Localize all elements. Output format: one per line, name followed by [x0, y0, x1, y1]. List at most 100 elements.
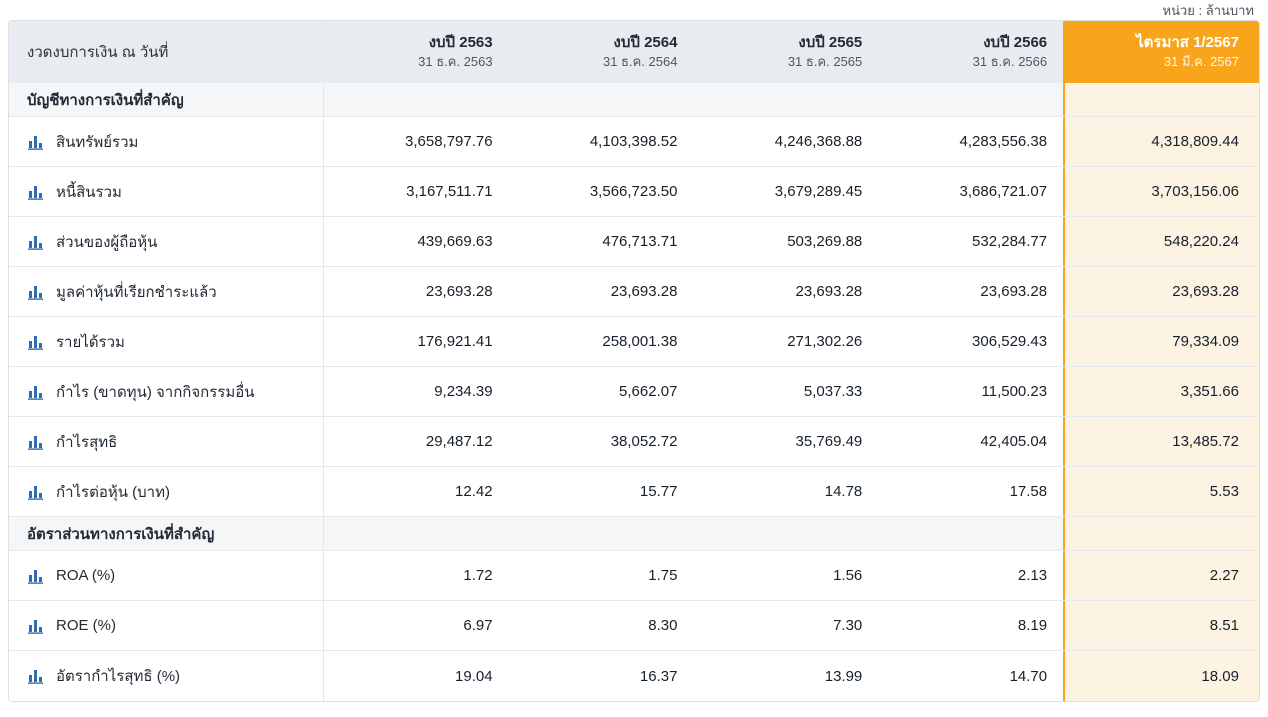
- value-cell-highlight: 13,485.72: [1063, 417, 1259, 466]
- value-cell: 23,693.28: [425, 283, 493, 300]
- bar-chart-icon[interactable]: [27, 433, 44, 450]
- bar-chart-icon[interactable]: [27, 233, 44, 250]
- table-row-profit-other-activities: กำไร (ขาดทุน) จากกิจกรรมอื่น 9,234.39 5,…: [9, 367, 1259, 417]
- bar-chart-icon[interactable]: [27, 133, 44, 150]
- value-cell-highlight: 548,220.24: [1063, 217, 1259, 266]
- value-cell: 1.72: [463, 567, 493, 584]
- section-fill: [324, 517, 1063, 550]
- unit-label: หน่วย : ล้านบาท: [1162, 3, 1254, 18]
- value-cell-highlight: 8.51: [1063, 601, 1259, 650]
- table-row-eps: กำไรต่อหุ้น (บาท) 12.42 15.77 14.78 17.5…: [9, 467, 1259, 517]
- row-label-cell: สินทรัพย์รวม: [9, 117, 324, 166]
- value-cell: 17.58: [1009, 483, 1048, 500]
- value-cell: 3,686,721.07: [959, 183, 1048, 200]
- header-col-fy2565: งบปี 2565 31 ธ.ค. 2565: [693, 21, 878, 83]
- header-col-title: งบปี 2564: [613, 34, 678, 52]
- value-cell: 258,001.38: [602, 333, 678, 350]
- value-cell: 29,487.12: [425, 433, 493, 450]
- bar-chart-icon[interactable]: [27, 383, 44, 400]
- value-cell: 5,037.33: [803, 383, 863, 400]
- table-row-roa: ROA (%) 1.72 1.75 1.56 2.13 2.27: [9, 551, 1259, 601]
- row-label-cell: กำไรต่อหุ้น (บาท): [9, 467, 324, 516]
- table-row-paid-up-capital: มูลค่าหุ้นที่เรียกชำระแล้ว 23,693.28 23,…: [9, 267, 1259, 317]
- section-fill: [324, 83, 1063, 116]
- bar-chart-icon[interactable]: [27, 483, 44, 500]
- value-cell: 3,167,511.71: [406, 183, 493, 200]
- value-cell: 16.37: [639, 667, 678, 685]
- row-label-cell: มูลค่าหุ้นที่เรียกชำระแล้ว: [9, 267, 324, 316]
- value-cell-highlight: 3,351.66: [1063, 367, 1259, 416]
- value-cell: 503,269.88: [787, 233, 863, 250]
- value-cell: 5,662.07: [619, 383, 678, 400]
- header-col-fy2566: งบปี 2566 31 ธ.ค. 2566: [878, 21, 1063, 83]
- value-cell: 271,302.26: [787, 333, 863, 350]
- row-label-cell: อัตรากำไรสุทธิ (%): [9, 651, 324, 701]
- value-cell-highlight: 3,703,156.06: [1063, 167, 1259, 216]
- value-cell: 23,693.28: [610, 283, 678, 300]
- section-header-row: อัตราส่วนทางการเงินที่สำคัญ: [9, 517, 1259, 551]
- row-label-cell: หนี้สินรวม: [9, 167, 324, 216]
- row-label-cell: ROA (%): [9, 551, 324, 600]
- header-col-date: 31 ธ.ค. 2565: [787, 53, 863, 69]
- bar-chart-icon[interactable]: [27, 617, 44, 634]
- bar-chart-icon[interactable]: [27, 283, 44, 300]
- value-cell: 11,500.23: [981, 383, 1048, 400]
- row-label: อัตรากำไรสุทธิ (%): [56, 668, 181, 685]
- value-cell: 3,566,723.50: [589, 183, 678, 200]
- header-col-date: 31 ธ.ค. 2563: [418, 53, 493, 69]
- section-title: อัตราส่วนทางการเงินที่สำคัญ: [9, 517, 324, 550]
- header-col-title: งบปี 2563: [428, 34, 493, 52]
- value-cell: 7.30: [833, 617, 863, 634]
- header-period-label: งวดงบการเงิน ณ วันที่: [9, 21, 324, 83]
- row-label-cell: กำไร (ขาดทุน) จากกิจกรรมอื่น: [9, 367, 324, 416]
- value-cell: 4,246,368.88: [774, 133, 863, 150]
- row-label: กำไรสุทธิ: [56, 433, 118, 451]
- table-row-total-assets: สินทรัพย์รวม 3,658,797.76 4,103,398.52 4…: [9, 117, 1259, 167]
- row-label: สินทรัพย์รวม: [56, 133, 139, 151]
- value-cell: 15.77: [639, 483, 678, 500]
- row-label: รายได้รวม: [56, 333, 125, 351]
- header-col-date: 31 ธ.ค. 2566: [972, 53, 1048, 69]
- value-cell-highlight: 2.27: [1063, 551, 1259, 600]
- value-cell: 12.42: [455, 483, 493, 500]
- row-label-cell: ส่วนของผู้ถือหุ้น: [9, 217, 324, 266]
- bar-chart-icon[interactable]: [27, 668, 44, 685]
- row-label-cell: ROE (%): [9, 601, 324, 650]
- header-col-title: ไตรมาส 1/2567: [1136, 34, 1239, 52]
- bar-chart-icon[interactable]: [27, 333, 44, 350]
- value-cell: 14.70: [1009, 667, 1048, 685]
- section-title: บัญชีทางการเงินที่สำคัญ: [9, 83, 324, 116]
- row-label-cell: กำไรสุทธิ: [9, 417, 324, 466]
- value-cell: 19.04: [455, 667, 493, 685]
- value-cell: 35,769.49: [795, 433, 863, 450]
- table-header-row: งวดงบการเงิน ณ วันที่ งบปี 2563 31 ธ.ค. …: [9, 21, 1259, 83]
- value-cell: 439,669.63: [417, 233, 493, 250]
- value-cell: 42,405.04: [980, 433, 1048, 450]
- header-col-title: งบปี 2566: [983, 34, 1048, 52]
- row-label: กำไร (ขาดทุน) จากกิจกรรมอื่น: [56, 383, 255, 401]
- value-cell: 4,283,556.38: [959, 133, 1048, 150]
- table-row-net-profit-margin: อัตรากำไรสุทธิ (%) 19.04 16.37 13.99 14.…: [9, 651, 1259, 701]
- value-cell-highlight: 18.09: [1063, 651, 1259, 701]
- row-label: ROA (%): [56, 567, 116, 584]
- value-cell: 2.13: [1017, 567, 1048, 584]
- table-row-shareholders-equity: ส่วนของผู้ถือหุ้น 439,669.63 476,713.71 …: [9, 217, 1259, 267]
- table-row-net-profit: กำไรสุทธิ 29,487.12 38,052.72 35,769.49 …: [9, 417, 1259, 467]
- financial-table: งวดงบการเงิน ณ วันที่ งบปี 2563 31 ธ.ค. …: [8, 20, 1260, 702]
- bar-chart-icon[interactable]: [27, 567, 44, 584]
- section-fill-highlight: [1063, 83, 1259, 116]
- value-cell: 176,921.41: [417, 333, 493, 350]
- bar-chart-icon[interactable]: [27, 183, 44, 200]
- value-cell-highlight: 5.53: [1063, 467, 1259, 516]
- row-label: กำไรต่อหุ้น (บาท): [56, 483, 170, 501]
- value-cell: 1.56: [833, 567, 863, 584]
- header-col-date: 31 มี.ค. 2567: [1163, 53, 1239, 69]
- value-cell: 23,693.28: [980, 283, 1048, 300]
- value-cell: 8.19: [1017, 617, 1048, 634]
- value-cell-highlight: 79,334.09: [1063, 317, 1259, 366]
- value-cell: 6.97: [463, 617, 493, 634]
- row-label: หนี้สินรวม: [56, 183, 122, 201]
- value-cell: 14.78: [824, 483, 863, 500]
- header-col-q1-2567: ไตรมาส 1/2567 31 มี.ค. 2567: [1063, 21, 1259, 83]
